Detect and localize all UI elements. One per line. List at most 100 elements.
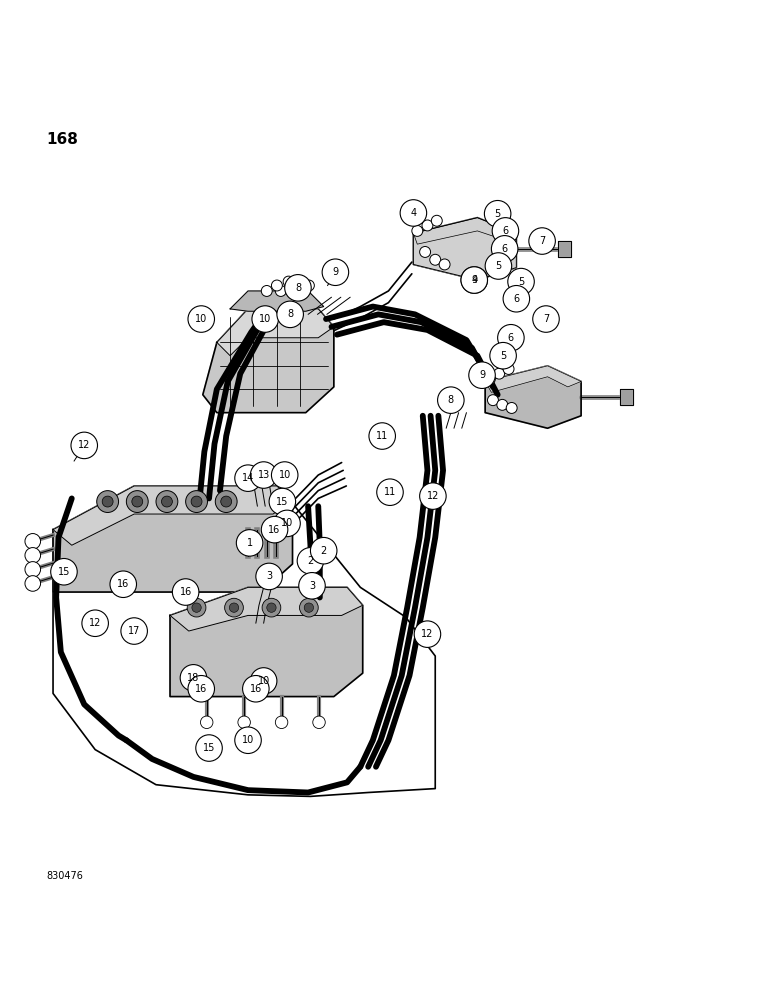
Circle shape bbox=[25, 562, 41, 577]
Circle shape bbox=[261, 516, 288, 543]
Circle shape bbox=[494, 368, 505, 379]
Text: 2: 2 bbox=[307, 556, 314, 566]
Polygon shape bbox=[558, 241, 571, 257]
Circle shape bbox=[271, 280, 282, 291]
Circle shape bbox=[188, 306, 214, 332]
Text: 6: 6 bbox=[513, 294, 519, 304]
Circle shape bbox=[484, 374, 495, 385]
Polygon shape bbox=[230, 291, 324, 311]
Circle shape bbox=[310, 537, 337, 564]
Circle shape bbox=[200, 716, 213, 729]
Text: 10: 10 bbox=[278, 470, 291, 480]
Text: 8: 8 bbox=[448, 395, 454, 405]
Text: 10: 10 bbox=[281, 518, 293, 528]
Circle shape bbox=[250, 462, 277, 488]
Circle shape bbox=[196, 735, 222, 761]
Circle shape bbox=[250, 668, 277, 694]
Text: 16: 16 bbox=[179, 587, 192, 597]
Circle shape bbox=[191, 496, 202, 507]
Text: 15: 15 bbox=[58, 567, 70, 577]
Circle shape bbox=[283, 276, 294, 287]
Circle shape bbox=[221, 496, 232, 507]
Circle shape bbox=[82, 610, 108, 637]
Text: 2: 2 bbox=[321, 546, 327, 556]
Circle shape bbox=[498, 324, 524, 351]
Polygon shape bbox=[485, 366, 581, 392]
Circle shape bbox=[275, 716, 288, 729]
Text: 12: 12 bbox=[89, 618, 101, 628]
Circle shape bbox=[299, 573, 325, 599]
Circle shape bbox=[110, 571, 136, 597]
Text: 16: 16 bbox=[117, 579, 129, 589]
Polygon shape bbox=[620, 389, 633, 405]
Circle shape bbox=[297, 548, 324, 574]
Text: 3: 3 bbox=[266, 571, 272, 581]
Text: 3: 3 bbox=[309, 581, 315, 591]
Text: 5: 5 bbox=[500, 351, 506, 361]
Circle shape bbox=[172, 579, 199, 605]
Circle shape bbox=[102, 496, 113, 507]
Text: 4: 4 bbox=[410, 208, 417, 218]
Polygon shape bbox=[413, 218, 516, 244]
Circle shape bbox=[431, 215, 442, 226]
Text: 6: 6 bbox=[508, 333, 514, 343]
Polygon shape bbox=[413, 218, 516, 280]
Circle shape bbox=[400, 200, 427, 226]
Text: 11: 11 bbox=[376, 431, 388, 441]
Circle shape bbox=[252, 306, 278, 332]
Circle shape bbox=[229, 603, 239, 612]
Circle shape bbox=[303, 280, 314, 291]
Circle shape bbox=[529, 228, 555, 254]
Circle shape bbox=[304, 603, 314, 612]
Text: 18: 18 bbox=[187, 673, 200, 683]
Circle shape bbox=[488, 395, 498, 406]
Text: 9: 9 bbox=[471, 275, 477, 285]
Text: 830476: 830476 bbox=[47, 871, 83, 881]
Circle shape bbox=[503, 286, 530, 312]
Circle shape bbox=[274, 510, 300, 537]
Text: 5: 5 bbox=[518, 277, 524, 287]
Circle shape bbox=[256, 563, 282, 590]
Text: 8: 8 bbox=[287, 309, 293, 319]
Circle shape bbox=[377, 479, 403, 505]
Circle shape bbox=[187, 598, 206, 617]
Circle shape bbox=[414, 621, 441, 647]
Circle shape bbox=[469, 362, 495, 388]
Circle shape bbox=[261, 286, 272, 296]
Text: 6: 6 bbox=[502, 226, 509, 236]
Circle shape bbox=[271, 462, 298, 488]
Text: 12: 12 bbox=[421, 629, 434, 639]
Polygon shape bbox=[53, 486, 292, 545]
Text: 10: 10 bbox=[242, 735, 254, 745]
Text: 7: 7 bbox=[543, 314, 549, 324]
Circle shape bbox=[503, 364, 514, 374]
Polygon shape bbox=[170, 587, 363, 631]
Text: 15: 15 bbox=[276, 497, 289, 507]
Text: 5: 5 bbox=[495, 261, 502, 271]
Circle shape bbox=[412, 225, 423, 236]
Text: 9: 9 bbox=[479, 370, 485, 380]
Circle shape bbox=[461, 267, 488, 293]
Polygon shape bbox=[53, 486, 292, 592]
Circle shape bbox=[71, 432, 98, 459]
Circle shape bbox=[277, 301, 303, 328]
Circle shape bbox=[121, 618, 147, 644]
Circle shape bbox=[492, 218, 519, 244]
Circle shape bbox=[186, 491, 207, 512]
Circle shape bbox=[369, 423, 395, 449]
Circle shape bbox=[506, 402, 517, 413]
Polygon shape bbox=[170, 587, 363, 697]
Circle shape bbox=[285, 275, 311, 301]
Text: 13: 13 bbox=[257, 470, 270, 480]
Circle shape bbox=[275, 286, 286, 296]
Circle shape bbox=[484, 200, 511, 227]
Circle shape bbox=[300, 598, 318, 617]
Circle shape bbox=[490, 342, 516, 369]
Circle shape bbox=[267, 603, 276, 612]
Circle shape bbox=[132, 496, 143, 507]
Circle shape bbox=[485, 253, 512, 279]
Circle shape bbox=[192, 603, 201, 612]
Text: 9: 9 bbox=[332, 267, 339, 277]
Circle shape bbox=[161, 496, 172, 507]
Circle shape bbox=[461, 267, 488, 293]
